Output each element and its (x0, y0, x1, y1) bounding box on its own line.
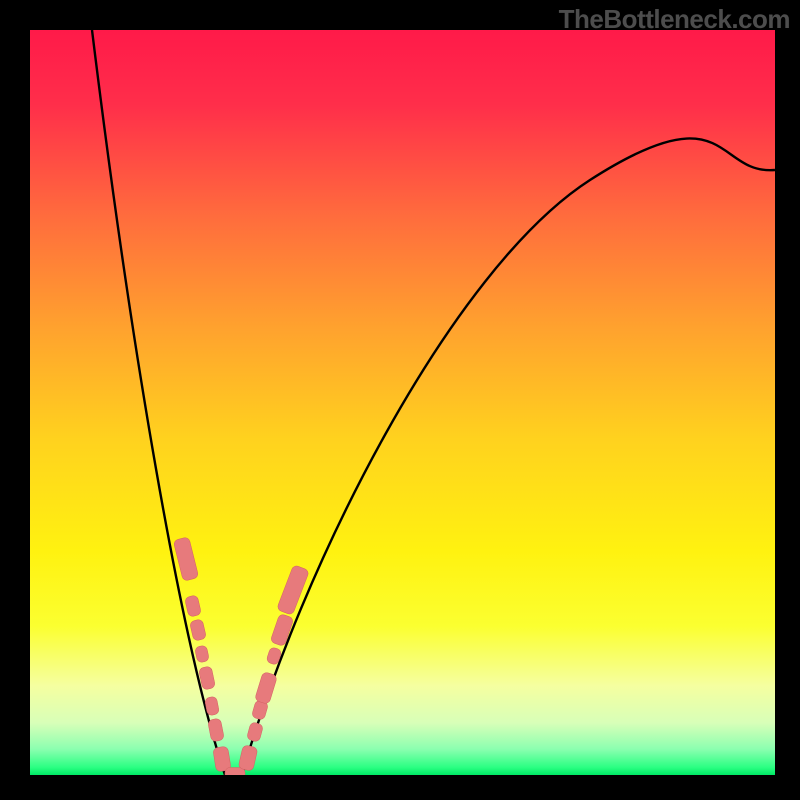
chart-svg (30, 30, 775, 775)
curve-marker (238, 745, 258, 772)
curve-marker (194, 645, 209, 663)
curve-marker (276, 565, 309, 616)
chart-container: TheBottleneck.com (0, 0, 800, 800)
curve-marker (173, 537, 199, 582)
curve-marker (254, 671, 277, 704)
curve-marker (270, 613, 294, 646)
curve-marker (246, 722, 263, 743)
curve-right (242, 138, 775, 775)
curve-marker (184, 595, 201, 617)
curve-left (92, 30, 225, 775)
curve-marker (208, 718, 225, 742)
curve-marker (189, 619, 206, 641)
plot-area (30, 30, 775, 775)
watermark-text: TheBottleneck.com (559, 4, 790, 35)
